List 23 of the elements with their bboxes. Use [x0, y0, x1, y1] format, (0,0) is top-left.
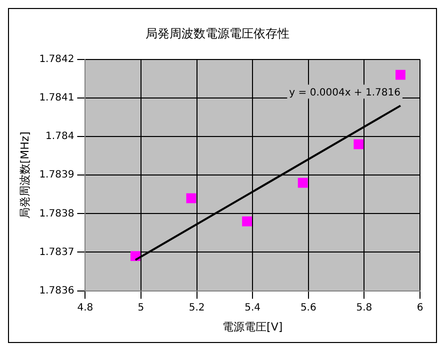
point — [242, 216, 252, 226]
point — [298, 178, 308, 188]
y-tick-label: 1.7842 — [39, 54, 74, 65]
point — [396, 70, 406, 80]
x-tick-label: 5.4 — [244, 302, 261, 314]
point — [354, 139, 364, 150]
x-tick-label: 5.2 — [188, 302, 205, 314]
y-axis-title: 局発周波数[MHz] — [18, 132, 32, 219]
annotation: y = 0.0004x + 1.7816 — [289, 87, 400, 98]
x-tick-label: 6 — [416, 302, 424, 314]
y-tick-label: 1.784 — [46, 131, 74, 142]
x-tick-label: 5.8 — [356, 302, 372, 314]
chart-title: 局発周波数電源電圧依存性 — [146, 26, 290, 40]
x-axis-title: 電源電圧[V] — [222, 320, 283, 334]
x-tick-label: 5.6 — [300, 302, 316, 314]
y-tick-label: 1.7836 — [39, 285, 74, 296]
y-tick-label: 1.7839 — [39, 170, 74, 181]
x-tick-label: 4.8 — [77, 302, 94, 314]
y-tick-label: 1.7841 — [39, 92, 74, 104]
point — [186, 193, 196, 204]
y-tick-label: 1.7838 — [39, 208, 74, 220]
y-tick-label: 1.7837 — [39, 246, 74, 258]
x-tick-label: 5 — [138, 302, 144, 314]
